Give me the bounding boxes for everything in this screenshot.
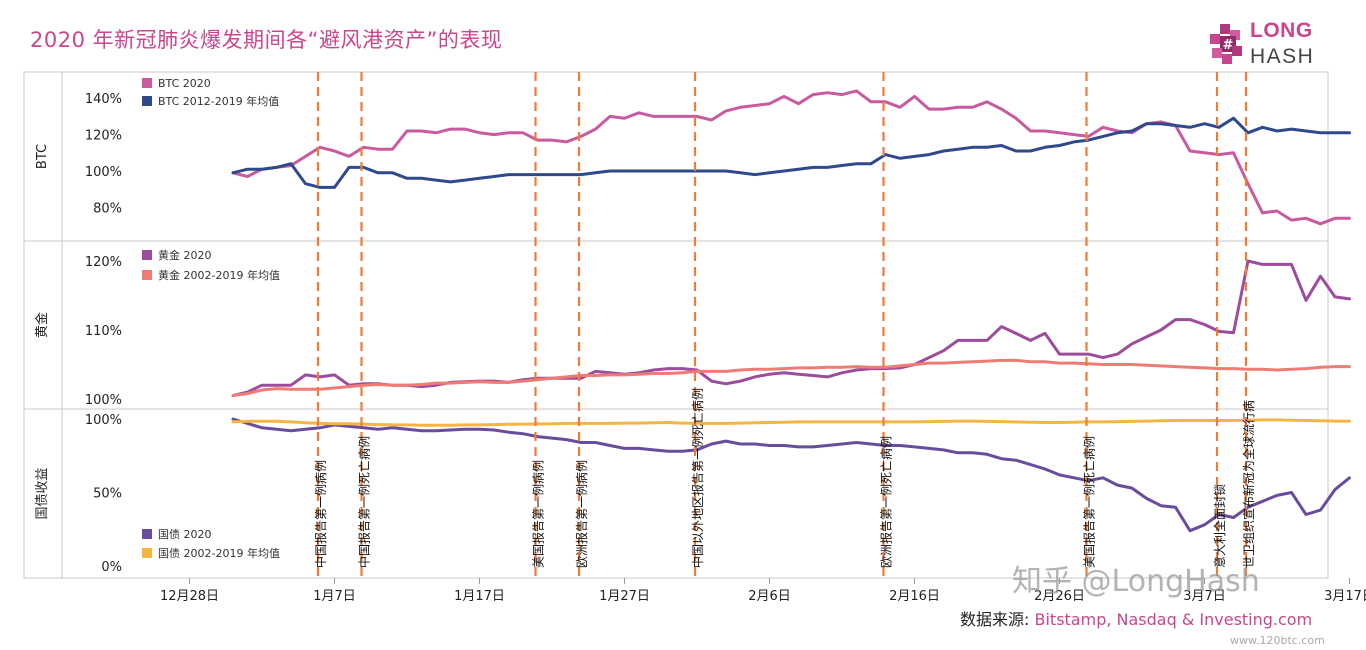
svg-text:#: # [1223,38,1234,53]
x-tick-label: 1月27日 [599,589,650,604]
y-axis-label: 黄金 [34,312,50,338]
y-tick-label: 110% [85,324,122,339]
logo-text-line2: HASH [1250,45,1315,68]
x-tick-label: 1月17日 [454,589,505,604]
chart-frame [23,71,1329,579]
legend-label: BTC 2020 [158,77,211,90]
series-line [231,418,1351,427]
data-source: 数据来源: Bitstamp, Nasdaq & Investing.com [960,606,1312,630]
y-tick-label: 120% [85,129,122,144]
series-line [231,259,1351,398]
legend-swatch [142,548,152,558]
x-tick-label: 2月26日 [1034,589,1085,604]
event-label: 中国以外地区报告第一例死亡病例 [690,388,705,568]
legend-swatch [142,250,152,260]
longhash-logo: # LONG HASH [1206,18,1356,74]
legend-swatch [142,270,152,280]
watermark-url: www.120btc.com [1230,634,1325,647]
logo-cube-icon: # [1210,24,1242,64]
logo-text-line1: LONG [1250,19,1313,42]
x-tick-label: 3月17日 [1324,589,1366,604]
y-tick-label: 100% [85,165,122,180]
x-tick-label: 2月16日 [889,589,940,604]
x-tick-label: 12月28日 [160,589,219,604]
y-tick-label: 0% [101,560,122,575]
legend-swatch [142,78,152,88]
y-tick-label: 100% [85,413,122,428]
series-line [231,358,1351,398]
event-label: 意大利全面封锁 [1212,484,1227,568]
y-tick-label: 100% [85,393,122,408]
y-tick-label: 140% [85,92,122,107]
series-line [231,89,1351,226]
legend-label: 国债 2020 [158,527,212,541]
event-label: 美国报告第一例病例 [531,460,546,568]
series-line [231,417,1351,533]
legend-swatch [142,96,152,106]
series-line [231,116,1351,189]
y-axis-label: 国债收益 [35,467,50,519]
data-source-value: Bitstamp, Nasdaq & Investing.com [1034,610,1313,629]
x-tick-label: 1月7日 [313,589,356,604]
event-label: 美国报告第一例死亡病例 [1082,436,1097,568]
data-source-label: 数据来源: [960,610,1030,629]
legend-swatch [142,529,152,539]
y-axis-label: BTC [35,144,50,169]
x-tick-label: 2月6日 [748,589,791,604]
chart-title: 2020 年新冠肺炎爆发期间各“避风港资产”的表现 [30,28,503,52]
legend-label: 国债 2002-2019 年均值 [158,546,280,560]
x-tick-label: 3月7日 [1183,589,1226,604]
event-label: 中国报告第一例病例 [313,460,328,568]
y-tick-label: 50% [93,487,122,502]
y-tick-label: 80% [93,201,122,216]
watermark-text: 知乎 @LongHash [1012,564,1260,599]
legend-label: 黄金 2020 [158,248,212,262]
legend-label: 黄金 2002-2019 年均值 [158,268,280,282]
event-label: 欧洲报告第一例死亡病例 [879,436,894,568]
event-label: 中国报告第一例死亡病例 [357,436,372,568]
legend-label: BTC 2012-2019 年均值 [158,94,279,108]
event-label: 世卫组织宣布新冠为全球流行病 [1241,400,1256,568]
y-tick-label: 120% [85,255,122,270]
event-label: 欧洲报告第一例病例 [574,460,589,568]
